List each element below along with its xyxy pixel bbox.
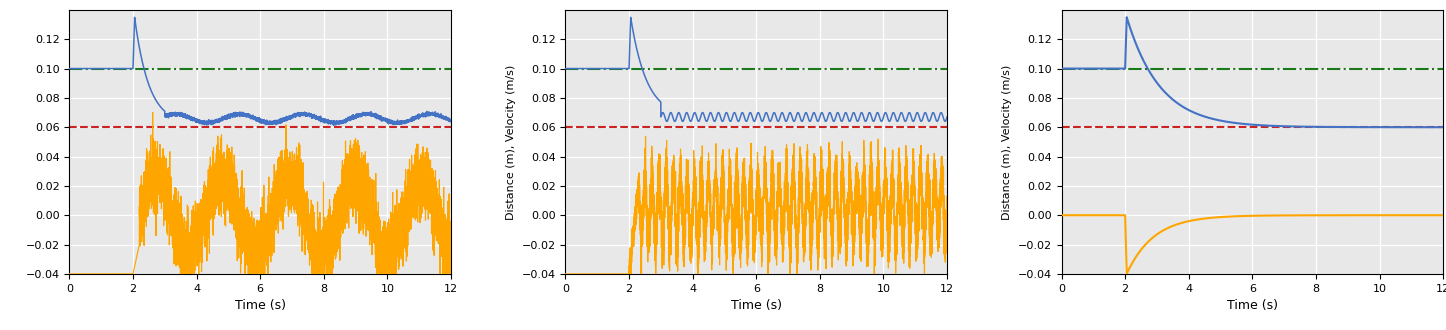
X-axis label: Time (s): Time (s) — [730, 299, 782, 312]
X-axis label: Time (s): Time (s) — [234, 299, 286, 312]
Y-axis label: Distance (m), Velocity (m/s): Distance (m), Velocity (m/s) — [506, 64, 516, 219]
Y-axis label: Distance (m), Velocity (m/s): Distance (m), Velocity (m/s) — [1002, 64, 1012, 219]
X-axis label: Time (s): Time (s) — [1226, 299, 1278, 312]
